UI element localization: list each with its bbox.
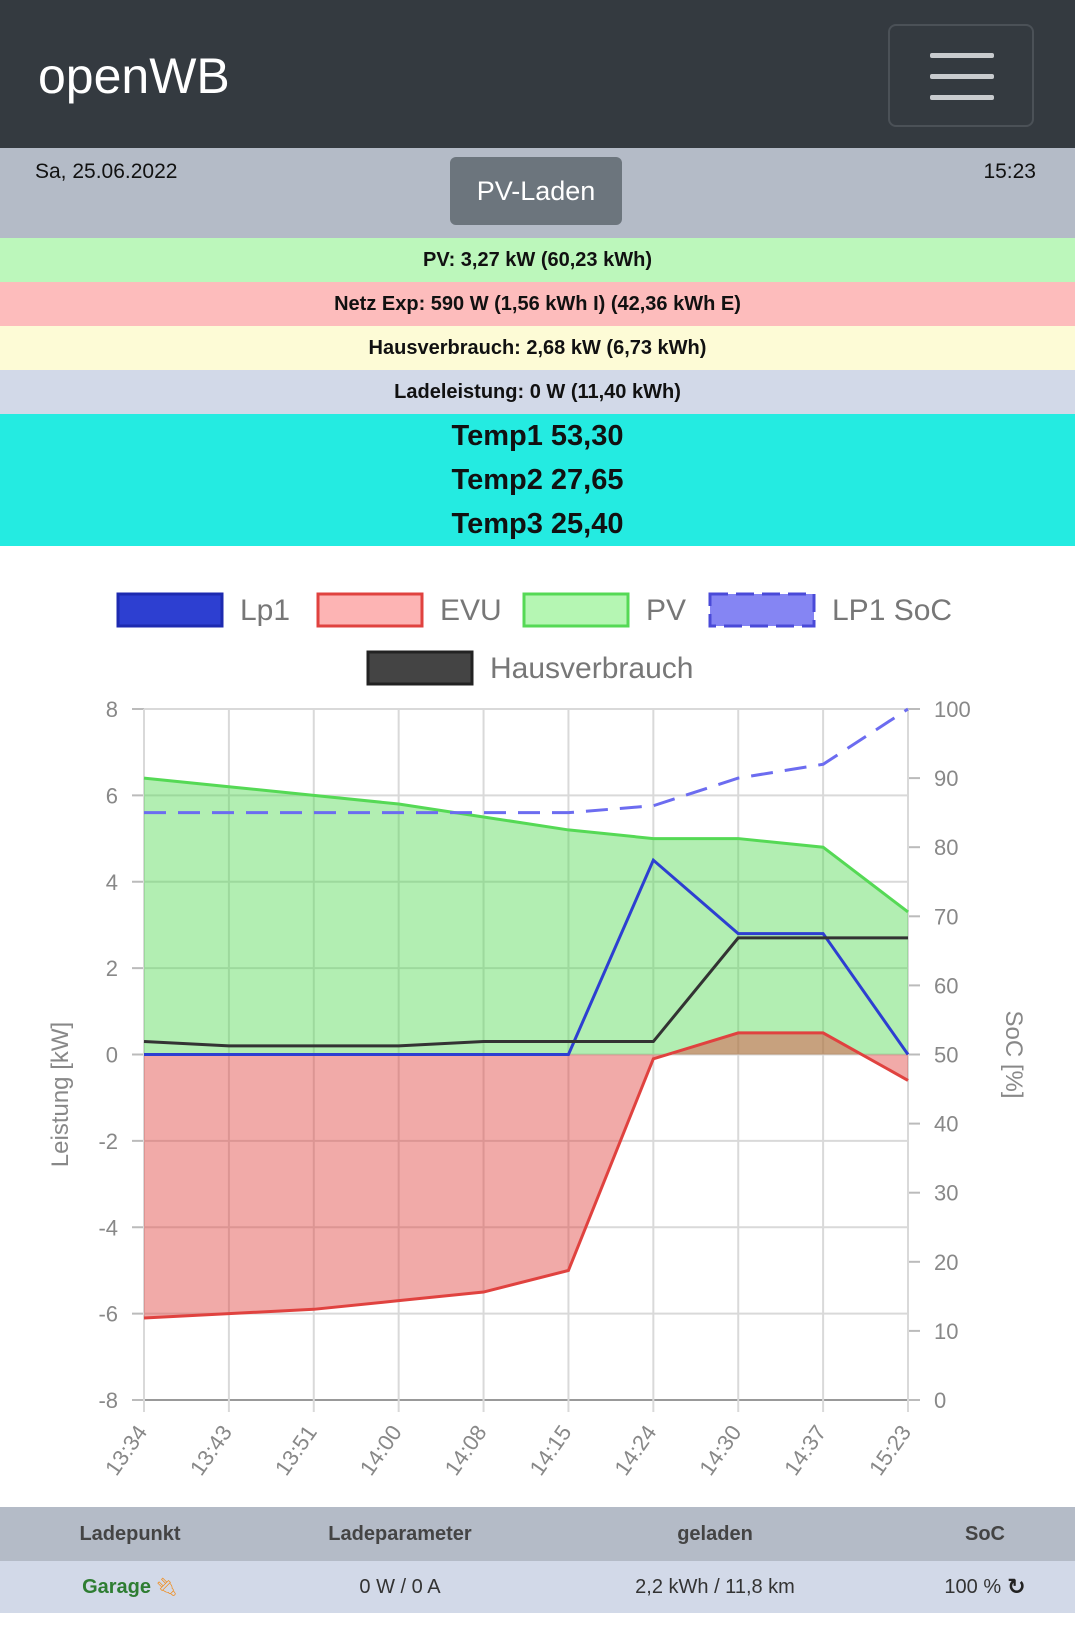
hamburger-icon-bar [930, 74, 994, 79]
table-row: Garage 🔌︎ 0 W / 0 A 2,2 kWh / 11,8 km 10… [0, 1561, 1075, 1613]
power-chart: Lp1 EVU PV LP1 SoCHausverbrauch86420-2-4-6-… [47, 592, 1027, 1480]
x-tick-label: 13:34 [100, 1421, 152, 1480]
legend-label: EVU [440, 594, 502, 627]
temp2-label: Temp2 27,65 [451, 464, 624, 496]
y2-tick-label: 60 [934, 973, 958, 998]
y2-tick-label: 20 [934, 1250, 958, 1275]
header-ladeparameter: Ladeparameter [328, 1522, 472, 1545]
menu-toggle-button[interactable] [888, 24, 1034, 127]
soc-value: 100 % [944, 1575, 1002, 1598]
temp3-label: Temp3 25,40 [451, 508, 624, 540]
x-tick-label: 14:37 [779, 1421, 831, 1480]
y2-tick-label: 30 [934, 1181, 958, 1206]
x-tick-label: 13:51 [270, 1421, 322, 1480]
x-tick-label: 14:30 [694, 1421, 746, 1480]
time-label: 15:23 [983, 160, 1036, 183]
y2-tick-label: 10 [934, 1319, 958, 1344]
x-tick-label: 14:00 [355, 1421, 407, 1480]
chargepoint-cell[interactable]: Garage 🔌︎ [30, 1561, 230, 1613]
y2-tick-label: 40 [934, 1112, 958, 1137]
legend-swatch [708, 592, 816, 628]
y-axis-label: Leistung [kW] [47, 1022, 74, 1167]
temperature-panel: Temp1 53,30 Temp2 27,65 Temp3 25,40 [0, 414, 1075, 546]
legend-label: Hausverbrauch [490, 652, 693, 685]
plug-icon: 🔌︎ [155, 1576, 178, 1597]
y2-tick-label: 50 [934, 1043, 958, 1068]
y2-tick-label: 90 [934, 766, 958, 791]
x-tick-label: 14:24 [609, 1421, 661, 1480]
y-tick-label: -4 [98, 1215, 118, 1240]
navbar: openWB [0, 0, 1075, 148]
status-bar: Sa, 25.06.2022 PV-Laden 15:23 [0, 148, 1075, 238]
y2-tick-label: 0 [934, 1388, 946, 1413]
evu-series-area [144, 1032, 908, 1318]
pv-series-area [144, 778, 908, 1055]
reload-icon[interactable]: ↻ [1007, 1574, 1026, 1599]
legend-swatch [366, 650, 474, 686]
hamburger-icon [930, 53, 994, 58]
legend-label: PV [646, 594, 686, 627]
legend-swatch [116, 592, 224, 628]
header-ladepunkt: Ladepunkt [79, 1522, 181, 1545]
pv-summary: PV: 3,27 kW (60,23 kWh) [0, 238, 1075, 282]
chargepoint-table-header: Ladepunkt Ladeparameter geladen SoC [0, 1507, 1075, 1561]
charge-mode-button[interactable]: PV-Laden [450, 157, 622, 225]
y-tick-label: 4 [106, 870, 118, 895]
x-tick-label: 14:15 [524, 1421, 576, 1480]
house-summary: Hausverbrauch: 2,68 kW (6,73 kWh) [0, 326, 1075, 370]
y2-axis-label: SoC [%] [1000, 1010, 1027, 1098]
chargepoint-name[interactable]: Garage [82, 1575, 152, 1598]
header-geladen: geladen [677, 1522, 753, 1545]
y-tick-label: 0 [106, 1043, 118, 1068]
legend-swatch [522, 592, 630, 628]
brand-logo[interactable]: openWB [38, 48, 230, 104]
y2-tick-label: 100 [934, 697, 971, 722]
haus-series-line [143, 936, 908, 1048]
legend-label: Lp1 [240, 594, 290, 627]
legend-label: LP1 SoC [832, 594, 952, 627]
temp1-label: Temp1 53,30 [451, 420, 624, 452]
legend-swatch [316, 592, 424, 628]
y2-tick-label: 80 [934, 835, 958, 860]
soc-cell: 100 % ↻ [900, 1561, 1070, 1613]
y-tick-label: -8 [98, 1388, 118, 1413]
charged-cell: 2,2 kWh / 11,8 km [635, 1575, 795, 1598]
y-tick-label: 6 [106, 783, 118, 808]
pv-series-line [143, 776, 909, 914]
header-soc: SoC [965, 1522, 1005, 1545]
grid-summary: Netz Exp: 590 W (1,56 kWh I) (42,36 kWh … [0, 282, 1075, 326]
evu-series-line [143, 1031, 909, 1320]
date-label: Sa, 25.06.2022 [35, 160, 178, 183]
x-tick-label: 14:08 [440, 1421, 492, 1480]
soc-series-line [144, 707, 909, 815]
charging-summary: Ladeleistung: 0 W (11,40 kWh) [0, 370, 1075, 414]
y-tick-label: 2 [106, 956, 118, 981]
lp1-series-line [144, 857, 910, 1056]
y-tick-label: 8 [106, 697, 118, 722]
y-tick-label: -6 [98, 1302, 118, 1327]
x-tick-label: 15:23 [864, 1421, 916, 1480]
x-tick-label: 13:43 [185, 1421, 237, 1480]
y2-tick-label: 70 [934, 904, 958, 929]
charge-parameter-cell: 0 W / 0 A [359, 1575, 441, 1598]
hamburger-icon-bar [930, 95, 994, 100]
y-tick-label: -2 [98, 1129, 118, 1154]
